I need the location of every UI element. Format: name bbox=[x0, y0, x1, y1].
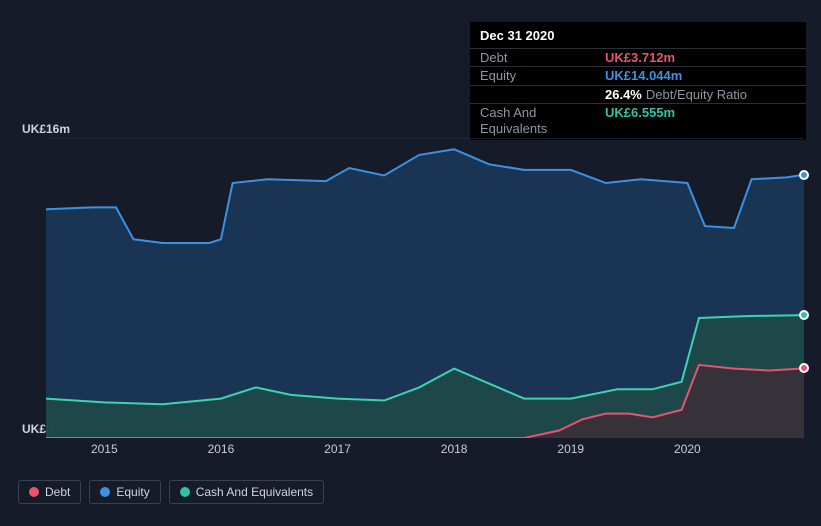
tooltip-row: 26.4%Debt/Equity Ratio bbox=[470, 85, 806, 104]
tooltip-unit: Debt/Equity Ratio bbox=[646, 87, 747, 103]
data-tooltip: Dec 31 2020 DebtUK£3.712mEquityUK£14.044… bbox=[470, 22, 806, 140]
tooltip-value: UK£3.712m bbox=[605, 50, 675, 66]
tooltip-date: Dec 31 2020 bbox=[470, 26, 806, 48]
legend-swatch bbox=[29, 487, 39, 497]
x-axis: 2015 2016 2017 2018 2019 2020 bbox=[46, 442, 804, 462]
legend-swatch bbox=[100, 487, 110, 497]
x-tick: 2019 bbox=[557, 442, 584, 456]
x-tick: 2018 bbox=[441, 442, 468, 456]
x-tick: 2015 bbox=[91, 442, 118, 456]
x-tick: 2017 bbox=[324, 442, 351, 456]
legend: Debt Equity Cash And Equivalents bbox=[18, 480, 324, 504]
endpoint-marker bbox=[799, 363, 809, 373]
y-axis-top-label: UK£16m bbox=[22, 122, 70, 136]
plot-area[interactable] bbox=[46, 138, 804, 438]
legend-item-cash-and-equivalents[interactable]: Cash And Equivalents bbox=[169, 480, 324, 504]
legend-item-debt[interactable]: Debt bbox=[18, 480, 81, 504]
tooltip-value: 26.4% bbox=[605, 87, 642, 103]
x-tick: 2016 bbox=[208, 442, 235, 456]
x-tick: 2020 bbox=[674, 442, 701, 456]
tooltip-key bbox=[480, 87, 605, 103]
endpoint-marker bbox=[799, 310, 809, 320]
tooltip-value: UK£14.044m bbox=[605, 68, 682, 84]
legend-item-equity[interactable]: Equity bbox=[89, 480, 160, 504]
tooltip-row: EquityUK£14.044m bbox=[470, 66, 806, 85]
legend-label: Equity bbox=[116, 485, 149, 499]
tooltip-key: Debt bbox=[480, 50, 605, 66]
tooltip-value: UK£6.555m bbox=[605, 105, 675, 136]
tooltip-key: Equity bbox=[480, 68, 605, 84]
tooltip-row: DebtUK£3.712m bbox=[470, 48, 806, 67]
tooltip-row: Cash And EquivalentsUK£6.555m bbox=[470, 103, 806, 137]
legend-label: Debt bbox=[45, 485, 70, 499]
tooltip-key: Cash And Equivalents bbox=[480, 105, 605, 136]
legend-swatch bbox=[180, 487, 190, 497]
legend-label: Cash And Equivalents bbox=[196, 485, 313, 499]
endpoint-marker bbox=[799, 170, 809, 180]
